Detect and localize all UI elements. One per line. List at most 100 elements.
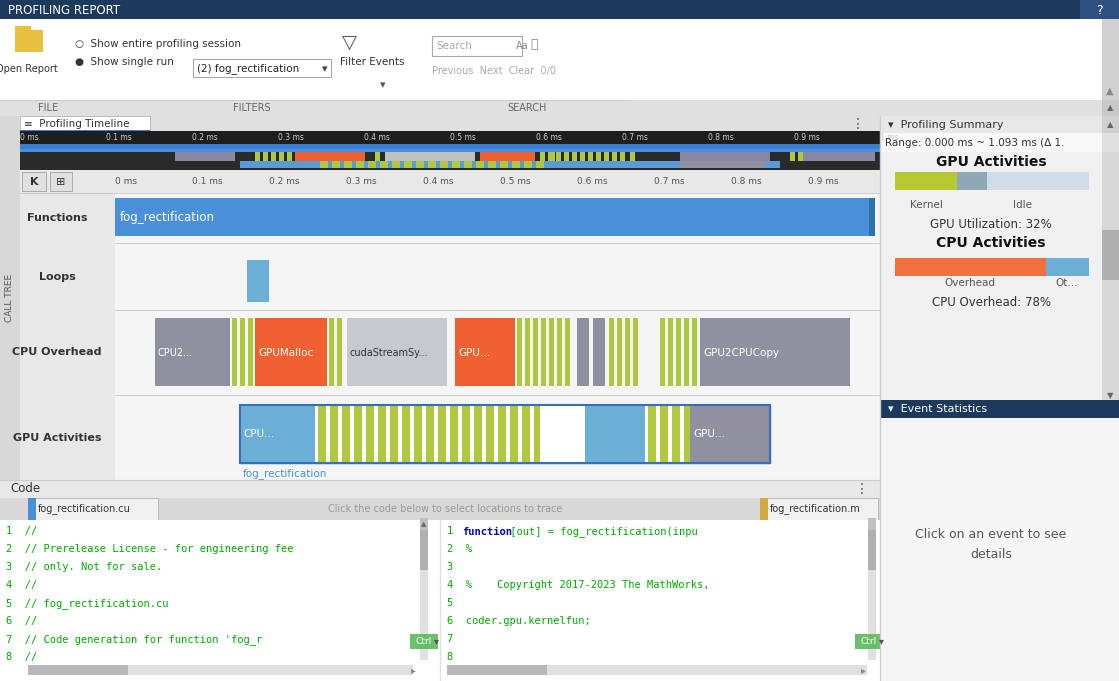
Bar	[410, 634, 438, 649]
Bar	[517, 318, 521, 386]
Text: 0.3 ms: 0.3 ms	[278, 133, 304, 142]
Bar	[344, 161, 352, 168]
Text: 4  //: 4 //	[6, 580, 37, 590]
Bar	[239, 405, 316, 463]
Bar	[480, 152, 535, 161]
Text: ▾: ▾	[322, 64, 328, 74]
Bar	[440, 161, 448, 168]
Bar	[440, 520, 880, 681]
Bar	[534, 405, 542, 463]
Bar	[521, 405, 530, 463]
Bar	[420, 518, 427, 530]
Bar	[557, 318, 562, 386]
Bar	[500, 161, 508, 168]
Text: 3: 3	[446, 562, 466, 572]
Bar	[620, 152, 626, 161]
Bar	[633, 318, 638, 386]
Bar	[604, 152, 609, 161]
Bar	[533, 318, 538, 386]
Text: 0.9 ms: 0.9 ms	[794, 133, 820, 142]
Bar	[568, 405, 574, 463]
Bar	[239, 405, 770, 463]
Bar	[596, 152, 601, 161]
Bar	[392, 161, 399, 168]
Bar	[320, 161, 328, 168]
Text: 0.9 ms: 0.9 ms	[808, 178, 838, 187]
Text: cudaStreamSy...: cudaStreamSy...	[350, 348, 429, 358]
Bar	[432, 36, 521, 56]
Text: Search: Search	[436, 41, 472, 51]
Text: GPU Activities: GPU Activities	[935, 155, 1046, 169]
Bar	[232, 318, 237, 386]
Bar	[20, 170, 115, 193]
Text: Filter Events: Filter Events	[340, 57, 404, 67]
Text: 0.1 ms: 0.1 ms	[106, 133, 132, 142]
Bar	[593, 318, 605, 386]
Bar	[760, 498, 878, 520]
Bar	[22, 172, 46, 191]
Bar	[28, 498, 36, 520]
Bar	[255, 152, 260, 161]
Text: 2  %: 2 %	[446, 544, 472, 554]
Bar	[855, 634, 883, 649]
Text: CPU...: CPU...	[243, 429, 274, 439]
Bar	[673, 405, 680, 463]
Bar	[684, 318, 689, 386]
Text: FILTERS: FILTERS	[233, 103, 271, 113]
Text: ▾  Profiling Summary: ▾ Profiling Summary	[888, 120, 1004, 130]
Bar	[1102, 100, 1119, 116]
Text: 0.7 ms: 0.7 ms	[653, 178, 685, 187]
Bar	[577, 318, 589, 386]
Bar	[20, 193, 115, 243]
Bar	[20, 116, 880, 132]
Bar	[549, 318, 554, 386]
Bar	[50, 172, 72, 191]
Bar	[15, 26, 31, 31]
Bar	[20, 131, 880, 144]
Bar	[692, 318, 697, 386]
Bar	[286, 152, 292, 161]
Text: fog_rectification.cu: fog_rectification.cu	[38, 503, 131, 514]
Bar	[880, 116, 1102, 133]
Bar	[880, 400, 1119, 418]
Bar	[587, 152, 593, 161]
Bar	[1102, 19, 1119, 100]
Bar	[540, 318, 546, 386]
Text: 0.2 ms: 0.2 ms	[192, 133, 218, 142]
Bar	[880, 133, 1102, 152]
Text: 0.8 ms: 0.8 ms	[708, 133, 734, 142]
Bar	[0, 480, 880, 498]
Bar	[540, 405, 560, 463]
Bar	[626, 318, 630, 386]
Text: ?: ?	[1096, 3, 1102, 16]
Text: Ot...: Ot...	[1055, 278, 1079, 288]
Bar	[464, 161, 472, 168]
Bar	[318, 405, 326, 463]
Bar	[684, 405, 692, 463]
Bar	[690, 405, 770, 463]
Text: Loops: Loops	[39, 272, 75, 282]
Bar	[263, 152, 267, 161]
Bar	[385, 152, 474, 161]
Bar	[20, 149, 880, 171]
Text: Code: Code	[10, 483, 40, 496]
Text: Previous  Next  Clear  0/0: Previous Next Clear 0/0	[432, 66, 556, 76]
Bar	[354, 405, 363, 463]
Bar	[0, 0, 1119, 19]
Text: 1 ms: 1 ms	[880, 133, 899, 142]
Text: 6  //: 6 //	[6, 616, 37, 626]
Text: ▲: ▲	[1107, 121, 1113, 129]
Bar	[378, 405, 386, 463]
Bar	[895, 258, 1046, 276]
Bar	[239, 405, 770, 463]
Bar	[617, 318, 622, 386]
Text: 8  //: 8 //	[6, 652, 37, 662]
Text: 0.3 ms: 0.3 ms	[346, 178, 377, 187]
Text: 0.7 ms: 0.7 ms	[622, 133, 648, 142]
Text: Aa: Aa	[516, 41, 528, 51]
Bar	[880, 152, 1102, 172]
Bar	[680, 152, 770, 161]
Text: 7  // Code generation for function 'fog_r: 7 // Code generation for function 'fog_r	[6, 634, 262, 645]
Bar	[402, 405, 410, 463]
Text: ●  Show single run: ● Show single run	[75, 57, 173, 67]
